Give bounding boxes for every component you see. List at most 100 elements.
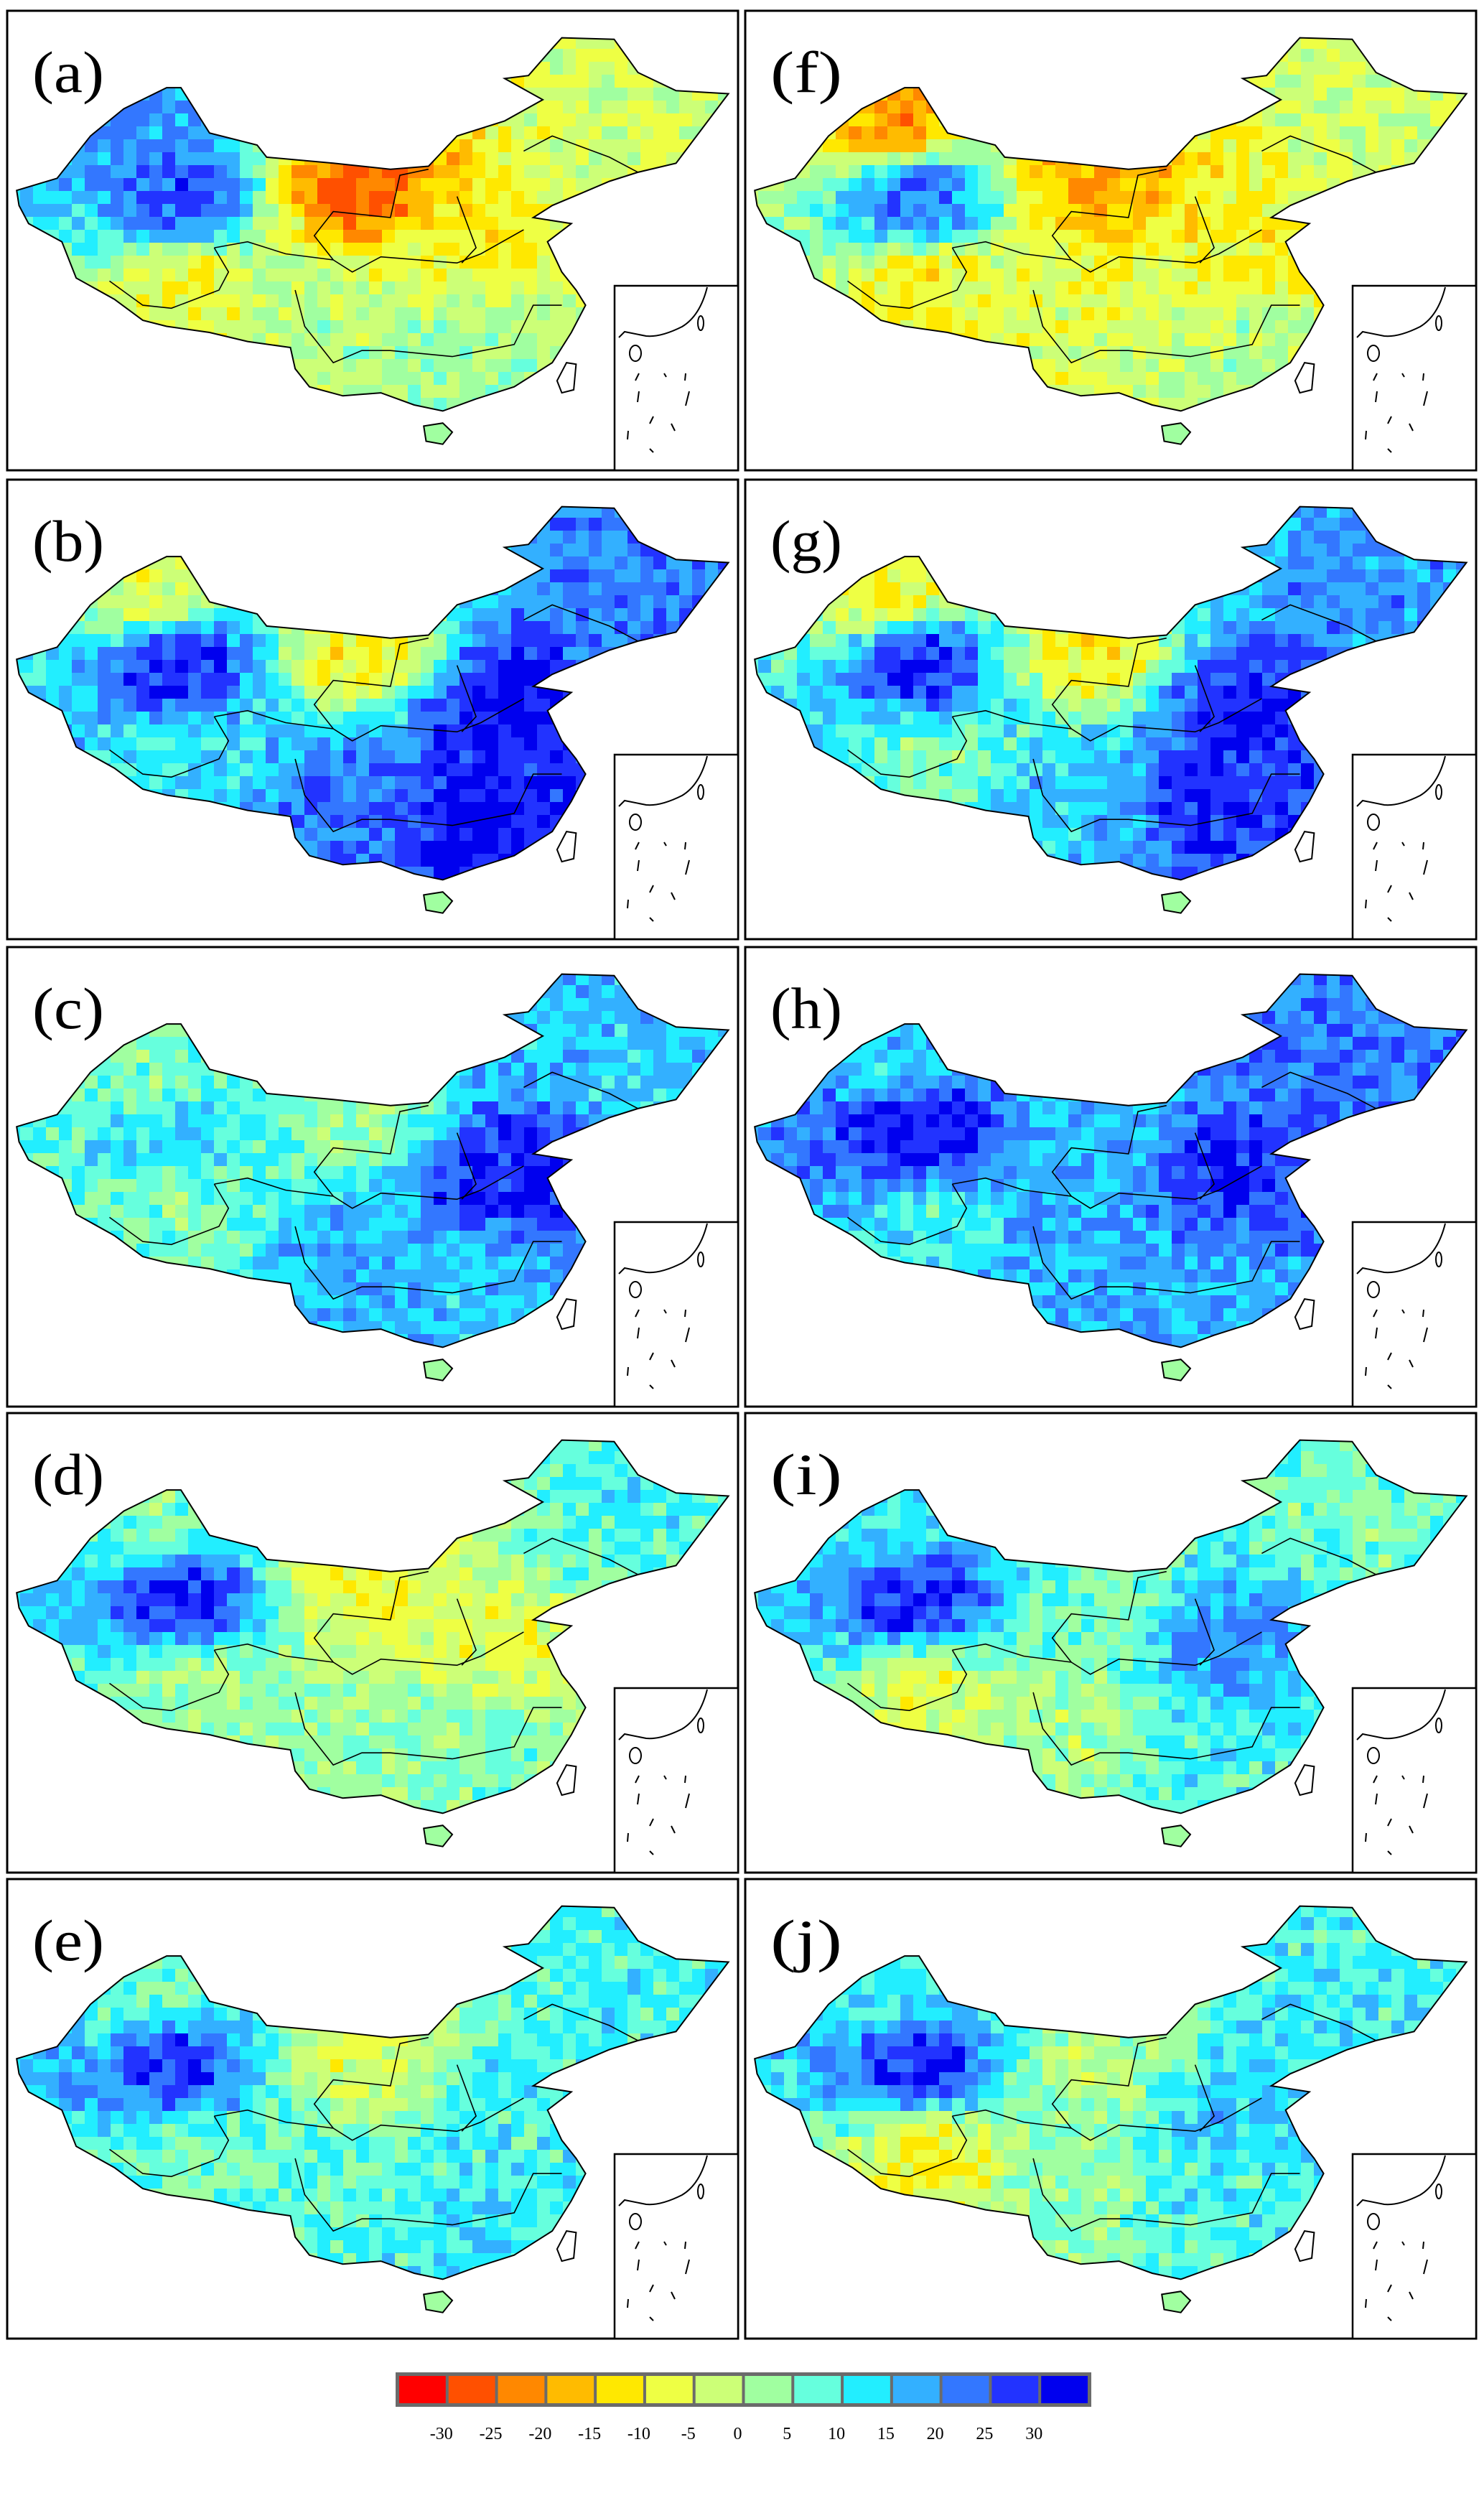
grid-cell bbox=[589, 556, 602, 570]
grid-cell bbox=[434, 686, 447, 699]
grid-cell bbox=[550, 49, 564, 62]
grid-cell bbox=[395, 1257, 409, 1270]
grid-cell bbox=[421, 712, 434, 725]
grid-cell bbox=[576, 582, 589, 596]
grid-cell bbox=[459, 1269, 473, 1283]
grid-cell bbox=[162, 1024, 176, 1038]
grid-cell bbox=[459, 294, 473, 308]
grid-cell bbox=[72, 1127, 85, 1141]
grid-cell bbox=[369, 828, 383, 842]
grid-cell bbox=[201, 204, 215, 218]
grid-cell bbox=[472, 841, 486, 854]
grid-cell bbox=[98, 178, 111, 192]
grid-cell bbox=[537, 307, 551, 321]
grid-cell bbox=[291, 243, 305, 256]
grid-cell bbox=[227, 256, 241, 269]
grid-cell bbox=[537, 1127, 551, 1141]
grid-cell bbox=[304, 776, 318, 790]
grid-cell bbox=[291, 802, 305, 816]
grid-cell bbox=[253, 737, 266, 751]
grid-cell bbox=[175, 776, 189, 790]
grid-cell bbox=[123, 113, 137, 127]
grid-cell bbox=[356, 699, 370, 712]
grid-cell bbox=[291, 776, 305, 790]
grid-cell bbox=[33, 660, 47, 674]
grid-cell bbox=[356, 281, 370, 295]
grid-cell bbox=[317, 776, 331, 790]
grid-cell bbox=[214, 294, 228, 308]
grid-cell bbox=[563, 1037, 577, 1050]
grid-cell bbox=[123, 750, 137, 764]
grid-cell bbox=[175, 1179, 189, 1193]
grid-cell bbox=[589, 37, 602, 50]
grid-cell bbox=[421, 359, 434, 373]
grid-cell bbox=[240, 1101, 253, 1115]
grid-cell bbox=[356, 660, 370, 674]
grid-cell bbox=[382, 1192, 396, 1206]
grid-cell bbox=[214, 1192, 228, 1206]
grid-cell bbox=[627, 88, 641, 101]
grid-cell bbox=[240, 621, 253, 635]
grid-cell bbox=[111, 737, 124, 751]
grid-cell bbox=[304, 763, 318, 777]
grid-cell bbox=[382, 686, 396, 699]
grid-cell bbox=[17, 1127, 21, 1141]
grid-cell bbox=[85, 1127, 98, 1141]
grid-cell bbox=[550, 1269, 564, 1283]
grid-cell bbox=[447, 165, 460, 179]
grid-cell bbox=[162, 230, 176, 243]
grid-cell bbox=[421, 1153, 434, 1167]
grid-cell bbox=[291, 1179, 305, 1193]
grid-cell bbox=[498, 1231, 512, 1244]
grid-cell bbox=[240, 256, 253, 269]
grid-cell bbox=[589, 998, 602, 1012]
grid-cell bbox=[188, 1153, 202, 1167]
grid-cell bbox=[343, 294, 357, 308]
grid-cell bbox=[304, 647, 318, 661]
grid-cell bbox=[343, 1231, 357, 1244]
grid-cell bbox=[136, 1076, 150, 1089]
grid-cell bbox=[550, 1244, 564, 1257]
grid-cell bbox=[382, 776, 396, 790]
grid-cell bbox=[162, 165, 176, 179]
grid-cell bbox=[472, 294, 486, 308]
grid-cell bbox=[162, 204, 176, 218]
grid-cell bbox=[602, 1037, 615, 1050]
grid-cell bbox=[524, 1192, 538, 1206]
grid-cell bbox=[602, 998, 615, 1012]
grid-cell bbox=[162, 1231, 176, 1244]
grid-cell bbox=[175, 621, 189, 635]
grid-cell bbox=[227, 686, 241, 699]
grid-cell bbox=[227, 152, 241, 166]
grid-cell bbox=[343, 1257, 357, 1270]
grid-cell bbox=[188, 191, 202, 205]
grid-cell bbox=[537, 346, 551, 360]
grid-cell bbox=[563, 178, 577, 192]
grid-cell bbox=[98, 621, 111, 635]
grid-cell bbox=[59, 178, 73, 192]
grid-cell bbox=[330, 789, 344, 803]
grid-cell bbox=[369, 294, 383, 308]
grid-cell bbox=[291, 737, 305, 751]
grid-cell bbox=[485, 307, 499, 321]
grid-cell bbox=[511, 346, 525, 360]
grid-cell bbox=[162, 724, 176, 738]
grid-cell bbox=[459, 372, 473, 386]
grid-cell bbox=[72, 673, 85, 686]
grid-cell bbox=[356, 333, 370, 347]
grid-cell bbox=[279, 307, 292, 321]
grid-cell bbox=[201, 1205, 215, 1218]
grid-cell bbox=[46, 1127, 60, 1141]
grid-cell bbox=[59, 1153, 73, 1167]
grid-cell bbox=[136, 1166, 150, 1180]
grid-cell bbox=[382, 647, 396, 661]
grid-cell bbox=[589, 1011, 602, 1025]
panel-label: (a) bbox=[32, 39, 104, 105]
grid-cell bbox=[317, 750, 331, 764]
grid-cell bbox=[253, 789, 266, 803]
grid-cell bbox=[356, 1257, 370, 1270]
grid-cell bbox=[304, 789, 318, 803]
grid-cell bbox=[253, 1101, 266, 1115]
grid-cell bbox=[175, 165, 189, 179]
grid-cell bbox=[615, 582, 628, 596]
